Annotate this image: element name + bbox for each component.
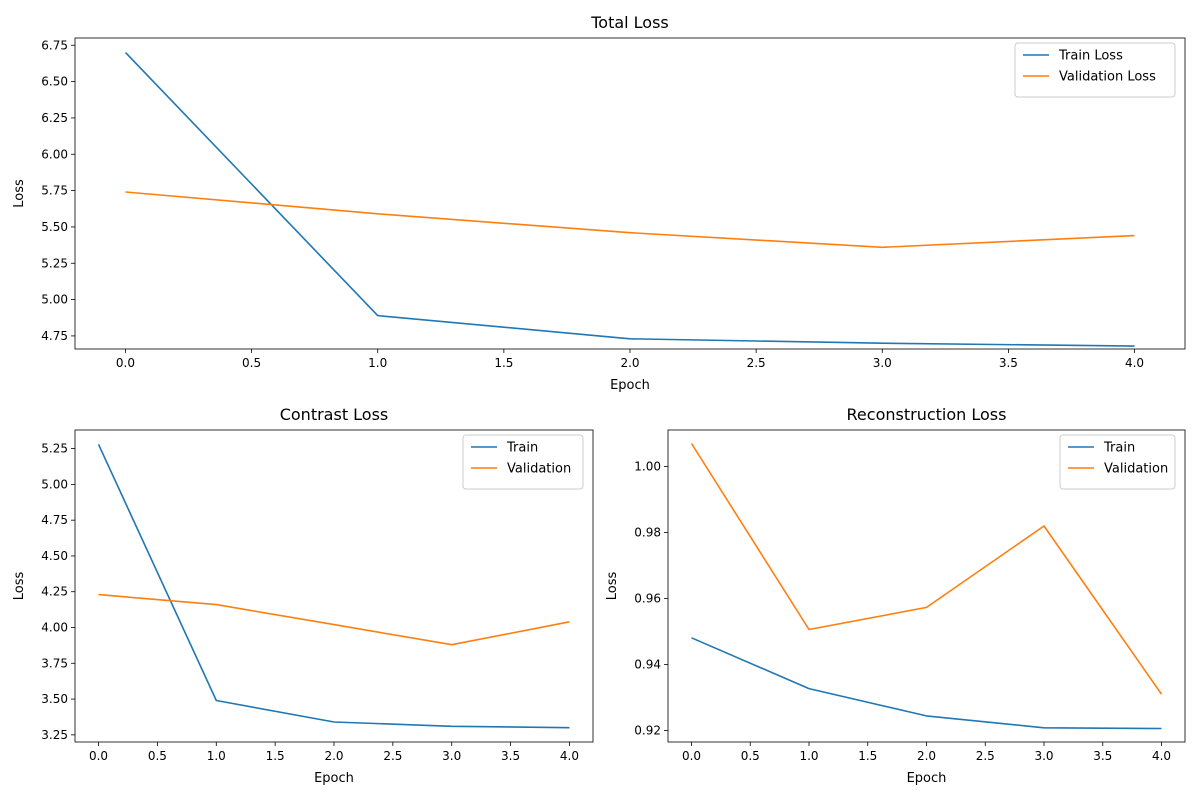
- y-tick-label: 4.75: [41, 513, 68, 527]
- x-tick-label: 1.0: [368, 356, 387, 370]
- series-line-validation: [690, 443, 1163, 695]
- x-tick-label: 2.0: [324, 749, 343, 763]
- y-tick-label: 5.50: [41, 220, 68, 234]
- subplot-2: Reconstruction Loss 0.0 0.5 1.0 1.5 2.0 2.5 3.0…: [605, 405, 1186, 786]
- legend-box: [1014, 42, 1176, 98]
- x-tick-label: 2.5: [383, 749, 402, 763]
- legend-label: Train Loss: [1058, 49, 1123, 64]
- legend-label: Train: [1103, 441, 1135, 456]
- x-tick-label: 3.0: [442, 749, 461, 763]
- x-tick-label: 3.5: [1093, 749, 1112, 763]
- x-tick-label: 0.5: [242, 356, 261, 370]
- y-tick-label: 0.96: [634, 592, 661, 606]
- x-tick-label: 2.5: [976, 749, 995, 763]
- y-tick-label: 0.92: [634, 723, 661, 737]
- x-tick-label: 0.5: [741, 749, 760, 763]
- x-tick-label: 4.0: [1125, 356, 1144, 370]
- x-axis-label: Epoch: [610, 378, 650, 393]
- y-tick-label: 6.75: [41, 38, 68, 52]
- y-tick-label: 0.94: [634, 657, 661, 671]
- chart-title: Contrast Loss: [280, 405, 389, 424]
- x-tick-label: 2.0: [620, 356, 639, 370]
- x-tick-label: 4.0: [1152, 749, 1171, 763]
- x-tick-label: 3.0: [873, 356, 892, 370]
- y-axis-label: Loss: [605, 572, 620, 601]
- x-tick-label: 0.0: [682, 749, 701, 763]
- x-tick-label: 3.5: [999, 356, 1018, 370]
- x-tick-label: 1.0: [799, 749, 818, 763]
- legend-label: Validation Loss: [1059, 70, 1156, 85]
- series-line-train: [97, 443, 570, 729]
- y-tick-label: 5.00: [41, 477, 68, 491]
- x-tick-label: 1.5: [266, 749, 285, 763]
- y-tick-label: 4.00: [41, 621, 68, 635]
- y-tick-label: 5.25: [41, 442, 68, 456]
- x-tick-label: 2.0: [917, 749, 936, 763]
- y-tick-label: 3.25: [41, 728, 68, 742]
- x-tick-label: 1.5: [858, 749, 877, 763]
- x-tick-label: 2.5: [747, 356, 766, 370]
- y-tick-label: 6.25: [41, 111, 68, 125]
- chart-title: Reconstruction Loss: [847, 405, 1007, 424]
- y-tick-label: 5.75: [41, 184, 68, 198]
- x-axis-label: Epoch: [907, 771, 947, 786]
- y-tick-label: 1.00: [634, 460, 661, 474]
- x-tick-label: 0.0: [116, 356, 135, 370]
- y-tick-label: 3.50: [41, 692, 68, 706]
- series-line-validation: [98, 593, 570, 646]
- y-tick-label: 4.25: [41, 585, 68, 599]
- y-tick-label: 6.00: [41, 147, 68, 161]
- subplot-0: Total Loss 0.0 0.5 1.0 1.5 2.0 2.5 3.0 3.5 4.0 4.7…: [12, 13, 1186, 393]
- y-tick-label: 4.75: [41, 329, 68, 343]
- y-tick-label: 4.50: [41, 549, 68, 563]
- series-line-train-loss: [124, 51, 1135, 347]
- y-tick-label: 0.98: [634, 526, 661, 540]
- series-line-validation-loss: [125, 191, 1135, 249]
- legend-box: [1059, 434, 1176, 490]
- y-tick-label: 5.25: [41, 256, 68, 270]
- subplot-1: Contrast Loss 0.0 0.5 1.0 1.5 2.0 2.5 3.0 3.5 4.0…: [12, 405, 594, 786]
- y-tick-label: 6.50: [41, 75, 68, 89]
- x-tick-label: 1.0: [207, 749, 226, 763]
- plot-frame: [667, 429, 1186, 743]
- y-tick-label: 5.00: [41, 293, 68, 307]
- legend-box: [462, 434, 584, 490]
- series-line-train: [691, 637, 1162, 730]
- x-tick-label: 3.5: [501, 749, 520, 763]
- legend-label: Validation: [1104, 462, 1168, 477]
- x-tick-label: 0.5: [148, 749, 167, 763]
- x-tick-label: 0.0: [89, 749, 108, 763]
- legend-label: Train: [506, 441, 538, 456]
- y-axis-label: Loss: [12, 179, 27, 208]
- x-tick-label: 1.5: [494, 356, 513, 370]
- plot-frame: [74, 37, 1186, 350]
- y-tick-label: 3.75: [41, 656, 68, 670]
- chart-title: Total Loss: [590, 13, 669, 32]
- x-axis-label: Epoch: [314, 771, 354, 786]
- legend-label: Validation: [507, 462, 571, 477]
- y-axis-label: Loss: [12, 572, 27, 601]
- x-tick-label: 3.0: [1034, 749, 1053, 763]
- plot-frame: [74, 429, 594, 743]
- x-tick-label: 4.0: [560, 749, 579, 763]
